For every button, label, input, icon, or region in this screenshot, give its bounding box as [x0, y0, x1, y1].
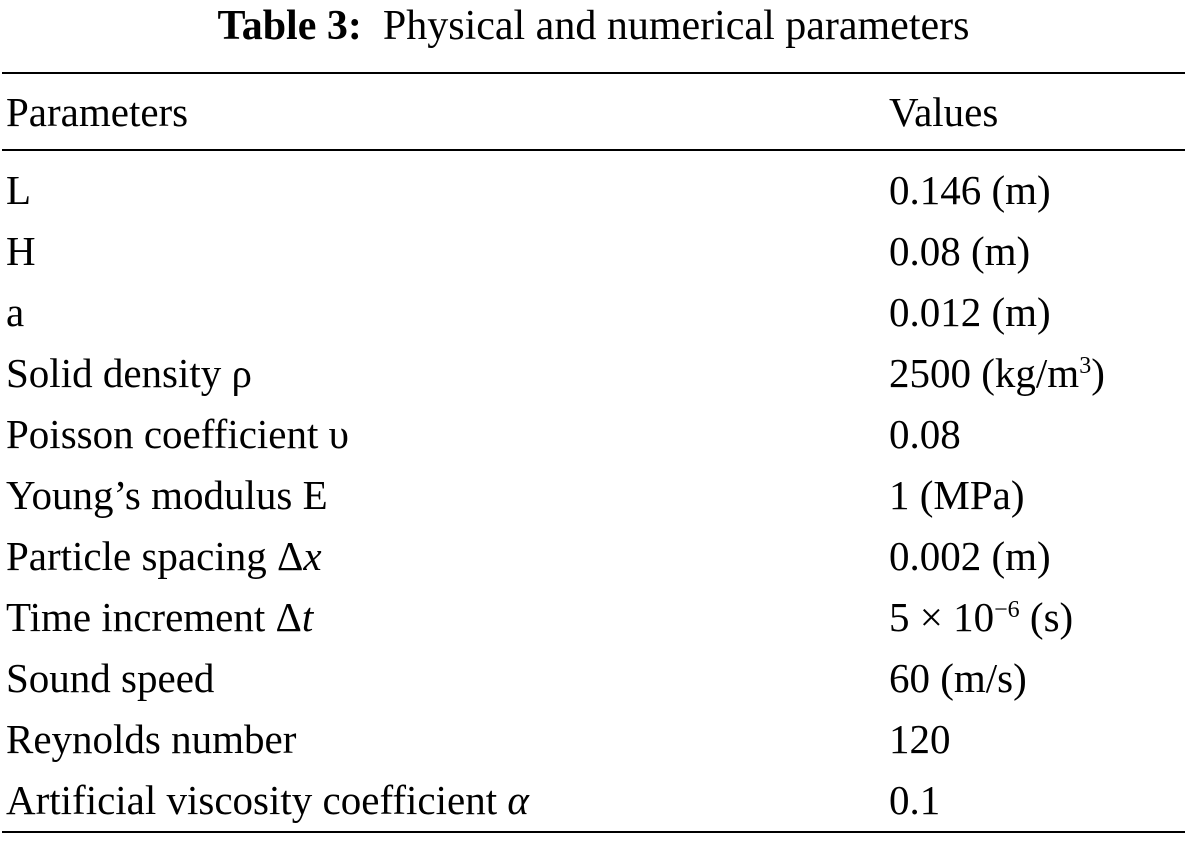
- header-values: Values: [889, 89, 999, 135]
- param-cell: Solid density ρ: [6, 350, 252, 396]
- param-cell: L: [6, 167, 32, 213]
- value-cell: 1 (MPa): [889, 472, 1025, 518]
- param-main: Time increment Δ: [6, 594, 302, 640]
- bottom-rule: [2, 831, 1185, 833]
- param-italic-symbol: x: [303, 533, 322, 579]
- value-cell: 60 (m/s): [889, 655, 1027, 701]
- value-cell: 0.012 (m): [889, 289, 1051, 335]
- table-row: Young’s modulus E 1 (MPa): [0, 465, 1187, 525]
- param-italic-symbol: α: [507, 777, 529, 823]
- table-row: Artificial viscosity coefficient α 0.1: [0, 770, 1187, 830]
- table-row: Solid density ρ 2500 (kg/m3): [0, 343, 1187, 403]
- table-row: L 0.146 (m): [0, 160, 1187, 220]
- header-rule: [2, 149, 1185, 151]
- param-cell: H: [6, 228, 36, 274]
- value-main: 5 × 10: [889, 594, 995, 640]
- param-cell: Young’s modulus E: [6, 472, 328, 518]
- param-main: Artificial viscosity coefficient: [6, 777, 508, 823]
- table-row: H 0.08 (m): [0, 221, 1187, 281]
- value-cell: 0.1: [889, 777, 941, 823]
- table-row: a 0.012 (m): [0, 282, 1187, 342]
- top-rule: [2, 72, 1185, 74]
- value-superscript: 3: [1079, 353, 1092, 379]
- param-cell: a: [6, 289, 25, 335]
- value-end: (s): [1019, 594, 1074, 640]
- value-main: 2500 (kg/m: [889, 350, 1080, 396]
- table-row: Poisson coefficient υ 0.08: [0, 404, 1187, 464]
- value-cell: 0.146 (m): [889, 167, 1051, 213]
- table-row: Time increment Δt 5 × 10−6 (s): [0, 587, 1187, 647]
- param-cell: Artificial viscosity coefficient α: [6, 770, 529, 830]
- value-cell: 120: [889, 716, 951, 762]
- table-caption: Table 3: Physical and numerical paramete…: [0, 0, 1187, 52]
- table-header-row: Parameters Values: [0, 82, 1187, 142]
- value-cell: 2500 (kg/m3): [889, 343, 1105, 403]
- table-row: Sound speed 60 (m/s): [0, 648, 1187, 708]
- param-cell: Sound speed: [6, 655, 215, 701]
- table-row: Particle spacing Δx 0.002 (m): [0, 526, 1187, 586]
- value-cell: 0.08: [889, 411, 961, 457]
- value-cell: 0.08 (m): [889, 228, 1031, 274]
- param-cell: Particle spacing Δx: [6, 526, 322, 586]
- value-superscript: −6: [994, 597, 1020, 623]
- caption-title: Physical and numerical parameters: [382, 3, 970, 49]
- param-main: Particle spacing Δ: [6, 533, 304, 579]
- param-cell: Reynolds number: [6, 716, 297, 762]
- value-cell: 0.002 (m): [889, 533, 1051, 579]
- value-cell: 5 × 10−6 (s): [889, 587, 1073, 647]
- param-cell: Time increment Δt: [6, 587, 313, 647]
- param-italic-symbol: t: [301, 594, 314, 640]
- header-parameters: Parameters: [6, 89, 189, 135]
- table-row: Reynolds number 120: [0, 709, 1187, 769]
- param-cell: Poisson coefficient υ: [6, 411, 349, 457]
- value-end: ): [1091, 350, 1105, 396]
- caption-label: Table 3:: [217, 3, 362, 49]
